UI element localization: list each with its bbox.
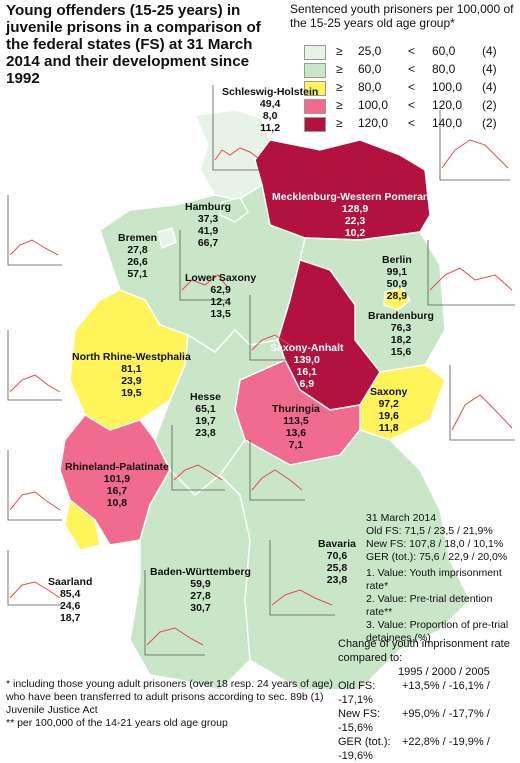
trend-chart-saarland: [7, 550, 62, 606]
legend-lt: <: [408, 62, 416, 76]
legend-from: 60,0: [358, 62, 382, 76]
legend-count: (2): [482, 98, 497, 112]
trend-chart-thuringia: [249, 440, 305, 501]
trend-chart-bw: [144, 570, 205, 656]
state-label-bavaria: Bavaria 70,6 25,8 23,8: [318, 538, 356, 586]
germany-map: [7, 85, 515, 691]
map-title: Young offenders (15-25 years) in juvenil…: [6, 2, 261, 87]
legend-to: 120,0: [432, 98, 463, 112]
change-row-new: New FS: +95,0% / -17,7% / -15,6%: [338, 708, 490, 734]
summary-note-3: 3. Value: Proportion of pre-trial detain…: [366, 619, 509, 644]
state-label-saxony-anhalt: Saxony-Anhalt 139,0 16,1 6,9: [270, 342, 344, 390]
summary-old: Old FS: 71,5 / 23,5 / 21,9%: [366, 525, 493, 537]
region-berlin: [383, 287, 411, 311]
legend-row: ≥100,0 <120,0 (2): [300, 97, 515, 115]
state-label-baden-wuerttemberg: Baden-Württemberg 59,9 27,8 30,7: [150, 566, 251, 614]
region-saarland: [64, 499, 101, 551]
state-label-rhineland-palatinate: Rhineland-Palatinate 101,9 16,7 10,8: [65, 461, 169, 509]
change-header: 1995 / 2000 / 2005: [398, 666, 490, 678]
trend-chart-saxony: [449, 365, 515, 441]
footnote-1: * including those young adult prisoners …: [6, 678, 333, 716]
state-label-saarland: Saarland 85,4 24,6 18,7: [48, 576, 93, 624]
legend-swatch: [304, 99, 326, 114]
trend-chart-rp: [7, 450, 62, 521]
legend-to: 100,0: [432, 80, 463, 94]
legend-to: 60,0: [432, 44, 456, 58]
trend-chart-nrw: [7, 330, 62, 401]
legend-count: (4): [482, 44, 497, 58]
legend-ge: ≥: [336, 44, 343, 58]
legend-lt: <: [408, 116, 416, 130]
legend: ≥25,0 <60,0 (4) ≥60,0 <80,0 (4) ≥80,0 <100,0 (4)…: [300, 43, 515, 133]
legend-row: ≥120,0 <140,0 (2): [300, 115, 515, 133]
state-label-hamburg: Hamburg 37,3 41,9 66,7: [185, 201, 232, 249]
legend-from: 100,0: [358, 98, 389, 112]
state-label-bremen: Bremen 27,8 26,6 57,1: [118, 232, 158, 280]
legend-title: Sentenced youth prisoners per 100,000 of…: [290, 2, 514, 30]
legend-lt: <: [408, 44, 416, 58]
legend-count: (4): [482, 80, 497, 94]
trend-chart-hesse: [171, 425, 225, 491]
legend-row: ≥25,0 <60,0 (4): [300, 43, 515, 61]
state-label-thuringia: Thuringia 113,5 13,6 7,1: [272, 403, 320, 451]
trend-chart-mecklenburg: [439, 110, 510, 181]
trend-chart-lower-saxony: [249, 295, 305, 361]
state-label-brandenburg: Brandenburg 76,3 18,2 15,6: [368, 310, 434, 358]
change-box: Change of youth imprisonment rate compar…: [338, 637, 518, 763]
state-label-mecklenburg: Mecklenburg-Western Pomerania 128,9 22,3 10…: [272, 191, 439, 239]
legend-ge: ≥: [336, 98, 343, 112]
footnote-2: ** per 100,000 of the 14-21 years old ag…: [6, 717, 228, 729]
legend-swatch: [304, 63, 326, 78]
legend-ge: ≥: [336, 116, 343, 130]
legend-row: ≥80,0 <100,0 (4): [300, 79, 515, 97]
legend-from: 25,0: [358, 44, 382, 58]
state-label-hesse: Hesse 65,1 19,7 23,8: [190, 391, 221, 439]
legend-from: 80,0: [358, 80, 382, 94]
region-bremen: [157, 227, 177, 249]
legend-count: (4): [482, 62, 497, 76]
state-label-berlin: Berlin 99,1 50,9 28,9: [382, 254, 412, 302]
legend-swatch: [304, 81, 326, 96]
state-label-lower-saxony: Lower Saxony 62,9 12,4 13,5: [185, 272, 257, 320]
state-label-nrw: North Rhine-Westphalia 81,1 23,9 19,5: [72, 351, 191, 399]
trend-chart-hamburg: [179, 230, 230, 301]
summary-ger: GER (tot.): 75,6 / 22,9 / 20,0%: [366, 551, 508, 563]
legend-from: 120,0: [358, 116, 389, 130]
region-hamburg: [219, 197, 249, 223]
change-title: Change of youth imprisonment rate compar…: [338, 638, 510, 664]
summary-note-2: 2. Value: Pre-trial detention rate**: [366, 593, 493, 618]
trend-chart-berlin: [427, 240, 515, 306]
change-row-ger: GER (tot.): +22,8% / -19,9% / -19,6%: [338, 736, 490, 762]
region-hesse: [154, 329, 286, 496]
trend-chart-schleswig-holstein: [212, 85, 260, 171]
summary-box: 31 March 2014 Old FS: 71,5 / 23,5 / 21,9…: [366, 512, 516, 645]
legend-swatch: [304, 117, 326, 132]
legend-count: (2): [482, 116, 497, 130]
legend-lt: <: [408, 80, 416, 94]
summary-new: New FS: 107,8 / 18,0 / 10,1%: [366, 538, 504, 550]
trend-chart-bremen: [7, 195, 62, 266]
state-label-schleswig-holstein: Schleswig-Holstein 49,4 8,0 11,2: [222, 86, 319, 134]
legend-to: 140,0: [432, 116, 463, 130]
change-row-old: Old FS: +13,5% / -16,1% / -17,1%: [338, 680, 490, 706]
legend-swatch: [304, 45, 326, 60]
trend-chart-bavaria: [269, 540, 335, 616]
summary-date: 31 March 2014: [366, 512, 437, 524]
legend-ge: ≥: [336, 80, 343, 94]
summary-note-1: 1. Value: Youth imprisonment rate*: [366, 567, 502, 592]
region-bavaria: [219, 429, 471, 691]
legend-row: ≥60,0 <80,0 (4): [300, 61, 515, 79]
legend-to: 80,0: [432, 62, 456, 76]
state-label-saxony: Saxony 97,2 19,6 11,8: [370, 386, 408, 434]
legend-lt: <: [408, 98, 416, 112]
legend-ge: ≥: [336, 62, 343, 76]
